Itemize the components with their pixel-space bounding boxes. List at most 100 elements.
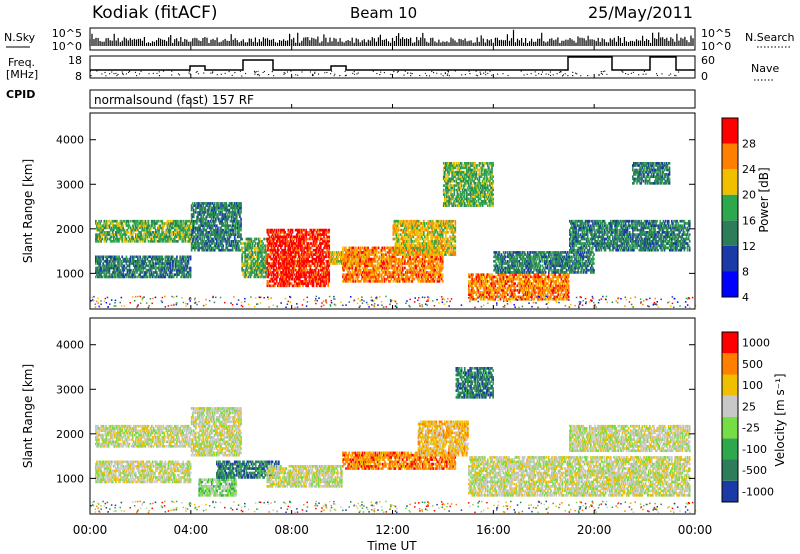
echo-cell (284, 231, 286, 234)
echo-cell (328, 236, 330, 239)
nave-point (111, 71, 112, 72)
echo-cell (258, 258, 260, 261)
echo-cell (190, 273, 192, 276)
echo-cell (164, 224, 166, 227)
echo-cell (362, 247, 364, 250)
echo-cell (222, 244, 224, 247)
echo-cell (378, 251, 380, 254)
echo-cell (232, 249, 234, 252)
nave-point (272, 71, 273, 72)
nave-point (163, 71, 164, 72)
nave-point (476, 75, 477, 76)
echo-cell (116, 256, 118, 259)
echo-cell (280, 282, 282, 285)
echo-cell (207, 249, 209, 252)
echo-cell (193, 216, 195, 219)
echo-cell (126, 238, 128, 241)
echo-cell (385, 251, 387, 254)
echo-cell (321, 238, 323, 241)
nave-label: Nave (751, 62, 779, 75)
nave-point (352, 73, 353, 74)
nave-point (550, 75, 551, 76)
echo-cell (121, 256, 123, 259)
echo-cell (172, 256, 174, 259)
echo-cell (233, 240, 235, 243)
nave-point (508, 75, 509, 76)
nave-point (631, 73, 632, 74)
echo-cell (328, 269, 330, 272)
nave-point (297, 75, 298, 76)
echo-cell (353, 265, 355, 268)
nave-point (339, 75, 340, 76)
nave-point (254, 71, 255, 72)
nave-point (621, 71, 622, 72)
nave-point (433, 72, 434, 73)
echo-cell (404, 267, 406, 270)
echo-cell (402, 224, 404, 227)
nave-point (429, 75, 430, 76)
echo-cell (355, 258, 357, 261)
echo-cell (207, 216, 209, 219)
nave-point (122, 73, 123, 74)
echo-cell (325, 229, 327, 232)
echo-cell (137, 240, 139, 243)
echo-cell (321, 282, 323, 285)
echo-cell (171, 233, 173, 236)
echo-cell (375, 258, 377, 261)
echo-cell (229, 216, 231, 219)
echo-cell (328, 273, 330, 276)
nave-point (140, 71, 141, 72)
nave-point (485, 74, 486, 75)
nave-point (548, 74, 549, 75)
nave-point (245, 73, 246, 74)
echo-cell (393, 233, 395, 236)
nave-point (490, 71, 491, 72)
nave-point (527, 74, 528, 75)
echo-cell (177, 240, 179, 243)
nave-point (326, 72, 327, 73)
cpid-label: CPID (6, 88, 35, 101)
echo-cell (306, 280, 308, 283)
echo-cell (241, 258, 243, 261)
echo-cell (222, 240, 224, 243)
echo-cell (316, 258, 318, 261)
echo-cell (191, 209, 193, 212)
nave-point (334, 74, 335, 75)
nave-point (310, 71, 311, 72)
echo-cell (442, 265, 444, 268)
nave-point (601, 71, 602, 72)
echo-cell (269, 273, 271, 276)
nave-point (232, 75, 233, 76)
nave-point (604, 71, 605, 72)
nave-point (557, 73, 558, 74)
echo-cell (100, 240, 102, 243)
nave-point (203, 72, 204, 73)
nave-point (139, 73, 140, 74)
echo-cell (126, 233, 128, 236)
echo-cell (130, 256, 132, 259)
echo-cell (161, 256, 163, 259)
echo-cell (205, 209, 207, 212)
echo-cell (118, 256, 120, 259)
echo-cell (129, 265, 131, 268)
nave-point (117, 74, 118, 75)
echo-cell (356, 247, 358, 250)
nave-point (212, 72, 213, 73)
echo-cell (153, 262, 155, 265)
echo-cell (271, 273, 273, 276)
echo-cell (135, 276, 137, 279)
nave-point (179, 74, 180, 75)
nave-tick-low: 0 (701, 70, 708, 83)
nave-point (643, 74, 644, 75)
nave-point (225, 73, 226, 74)
echo-cell (376, 249, 378, 252)
nave-point (638, 74, 639, 75)
nave-point (412, 73, 413, 74)
echo-cell (100, 220, 102, 223)
echo-cell (220, 233, 222, 236)
nave-point (148, 73, 149, 74)
nave-point (257, 71, 258, 72)
station-title: Kodiak (fitACF) (92, 3, 218, 23)
echo-cell (236, 216, 238, 219)
nave-point (290, 71, 291, 72)
